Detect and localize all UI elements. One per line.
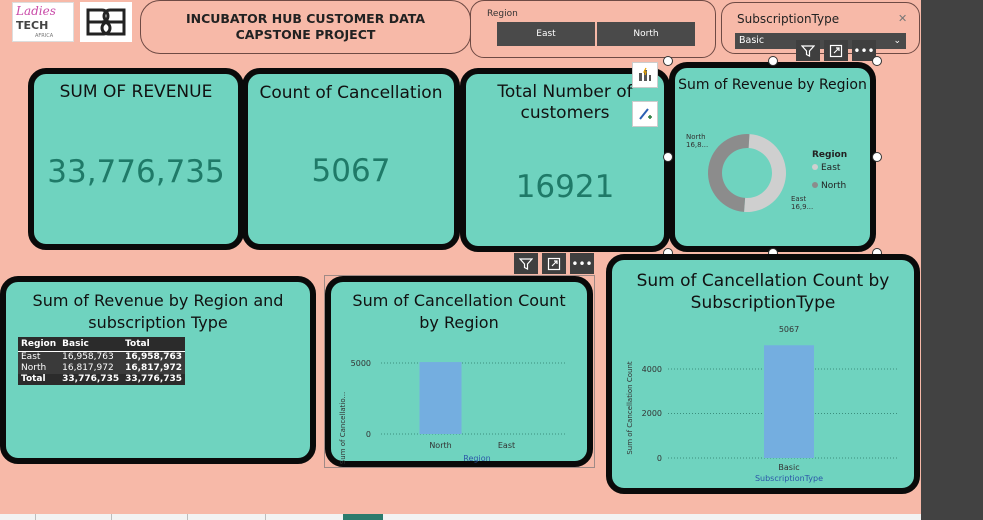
page-tabs-strip (0, 514, 921, 520)
logo-line-1: Ladies (16, 4, 56, 18)
resize-handle[interactable] (872, 152, 882, 162)
matrix-header-region[interactable]: Region (21, 339, 57, 349)
incubator-logo-icon (80, 2, 132, 42)
bar-region-title: Sum of Cancellation Count by Region (352, 291, 566, 332)
customers-kpi-value: 16921 (515, 169, 615, 205)
revenue-matrix-table: Region Basic Total East 16,958,763 16,95… (18, 337, 186, 385)
subscription-slicer: SubscriptionType ✕ Basic ⌄ (721, 2, 920, 54)
chart-visual-icon[interactable] (632, 62, 658, 88)
subscription-selected-value: Basic (739, 35, 765, 46)
bar-sub-data-label: 5067 (779, 326, 799, 334)
legend-north-label: North (821, 181, 846, 191)
legend-north-marker (812, 182, 818, 188)
table-row[interactable]: North 16,817,972 16,817,972 (18, 363, 186, 374)
matrix-cell: 16,958,763 (59, 351, 123, 363)
cancellation-by-region-card[interactable]: Sum of Cancellation Count by Region Sum … (325, 276, 593, 467)
bar-region-xtick: East (498, 441, 515, 450)
table-row[interactable]: East 16,958,763 16,958,763 (18, 351, 186, 363)
visual-header-toolbar: ••• (796, 40, 876, 61)
region-slicer-label: Region (487, 9, 518, 19)
bar-sub-ytick: 2000 (642, 409, 662, 418)
matrix-cell: 33,776,735 (59, 374, 123, 385)
revenue-matrix-card[interactable]: Sum of Revenue by Region and subscriptio… (0, 276, 316, 464)
matrix-header-total[interactable]: Total (125, 339, 150, 349)
format-paint-icon[interactable] (632, 101, 658, 127)
revenue-kpi-value: 33,776,735 (47, 154, 225, 190)
customers-kpi-card[interactable]: Total Number of customers 16921 (460, 68, 670, 252)
bar-region-ylabel: Sum of Cancellatio... (339, 392, 347, 464)
bar-region-ytick: 5000 (351, 359, 371, 368)
resize-handle[interactable] (768, 56, 778, 66)
matrix-header-basic[interactable]: Basic (62, 339, 89, 349)
donut-label-east-value: 16,9... (791, 203, 813, 211)
ladies-in-tech-logo: Ladies TECH AFRICA (12, 2, 74, 42)
donut-chart: North 16,8... East 16,9... Region East N… (686, 133, 847, 212)
matrix-cell: Total (18, 374, 60, 385)
logo-line-2: TECH (16, 19, 49, 32)
donut-label-north-name: North (686, 133, 706, 141)
bar-region-xlabel: Region (463, 454, 490, 463)
legend-east-marker (812, 164, 818, 170)
cancellation-kpi-card[interactable]: Count of Cancellation 5067 (242, 68, 460, 250)
cancellation-kpi-title: Count of Cancellation (259, 83, 443, 103)
customers-kpi-title: Total Number of customers (497, 82, 633, 123)
bar-sub-xtick: Basic (778, 463, 799, 472)
filter-icon[interactable] (514, 253, 538, 274)
matrix-cell: 33,776,735 (122, 374, 186, 385)
bar-chart-subscription: Sum of Cancellation Count 4000 2000 0 Ba… (626, 326, 898, 483)
donut-label-north-value: 16,8... (686, 141, 708, 149)
matrix-cell: 16,958,763 (122, 351, 186, 363)
donut-slice-north[interactable] (708, 134, 750, 212)
resize-handle[interactable] (872, 56, 882, 66)
page-title-text: INCUBATOR HUB CUSTOMER DATA CAPSTONE PRO… (185, 11, 426, 42)
bar-sub-title: Sum of Cancellation Count by Subscriptio… (636, 271, 890, 313)
focus-mode-icon[interactable] (824, 40, 848, 61)
more-options-icon[interactable]: ••• (852, 40, 876, 61)
region-option-east[interactable]: East (497, 22, 595, 46)
donut-slice-east[interactable] (744, 134, 787, 212)
subscription-slicer-label: SubscriptionType (737, 12, 840, 26)
chevron-down-icon: ⌄ (893, 36, 901, 46)
right-panel (921, 0, 983, 520)
selection-outline (324, 275, 595, 468)
donut-title: Sum of Revenue by Region (678, 77, 867, 93)
bar-chart-region: Sum of Cancellatio... 5000 0 North East R… (339, 359, 567, 464)
more-options-icon[interactable]: ••• (570, 253, 594, 274)
revenue-kpi-title: SUM OF REVENUE (59, 82, 213, 102)
bar-region-ytick: 0 (366, 430, 371, 439)
cancellation-kpi-value: 5067 (311, 153, 391, 189)
bar-sub-ytick: 4000 (642, 365, 662, 374)
bar-north[interactable] (419, 362, 462, 434)
bar-region-xtick: North (429, 441, 451, 450)
revenue-by-region-donut-card[interactable]: Sum of Revenue by Region North 16,8... E… (669, 62, 876, 252)
cancellation-by-subscription-card[interactable]: Sum of Cancellation Count by Subscriptio… (606, 254, 920, 494)
matrix-cell: 16,817,972 (125, 363, 183, 373)
filter-icon[interactable] (796, 40, 820, 61)
donut-label-east-name: East (791, 195, 806, 203)
resize-handle[interactable] (663, 152, 673, 162)
table-total-row[interactable]: Total 33,776,735 33,776,735 (18, 374, 186, 385)
legend-east-label: East (821, 163, 841, 173)
resize-handle[interactable] (663, 56, 673, 66)
active-page-tab[interactable] (343, 514, 383, 520)
matrix-cell: East (18, 351, 60, 363)
clear-selection-icon[interactable]: ✕ (898, 12, 908, 25)
matrix-title: Sum of Revenue by Region and subscriptio… (32, 291, 284, 332)
donut-legend-title: Region (812, 150, 847, 160)
page-title: INCUBATOR HUB CUSTOMER DATA CAPSTONE PRO… (140, 0, 471, 54)
bar-basic[interactable] (764, 345, 814, 458)
region-option-north[interactable]: North (597, 22, 695, 46)
bar-sub-ylabel: Sum of Cancellation Count (626, 361, 634, 455)
matrix-cell: North (21, 363, 47, 373)
focus-mode-icon[interactable] (542, 253, 566, 274)
bar-sub-xlabel: SubscriptionType (755, 474, 823, 483)
region-slicer: Region East North (470, 0, 716, 58)
logo-small: AFRICA (35, 33, 54, 39)
matrix-cell: 16,817,972 (62, 363, 114, 373)
visual-header-toolbar-2: ••• (514, 253, 594, 274)
bar-sub-ytick: 0 (657, 454, 662, 463)
revenue-kpi-card[interactable]: SUM OF REVENUE 33,776,735 (28, 68, 244, 250)
